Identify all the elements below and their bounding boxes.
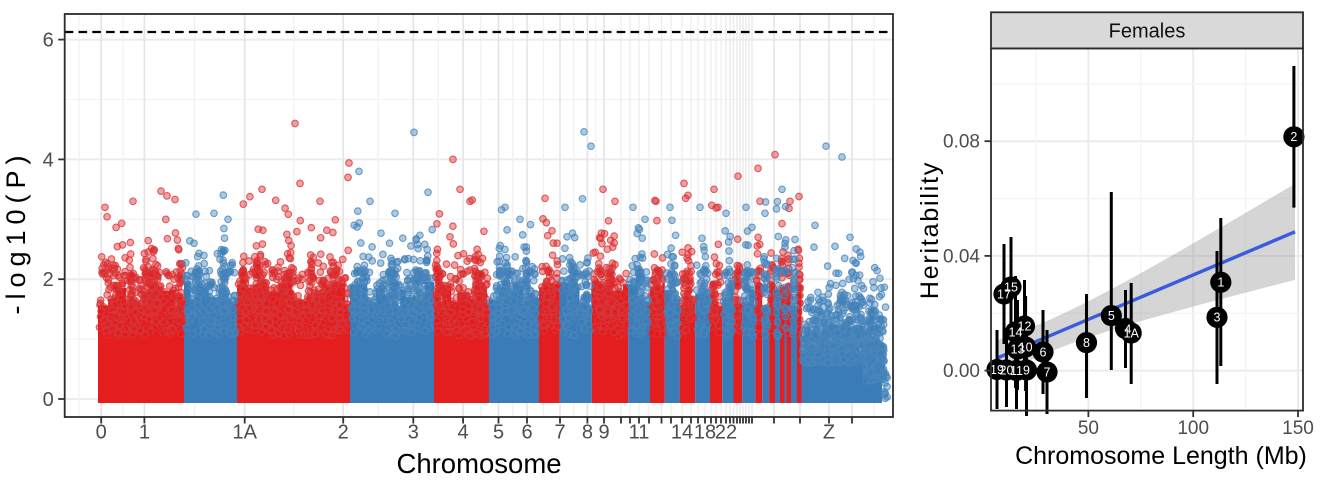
svg-text:0.04: 0.04: [943, 246, 980, 267]
svg-text:0: 0: [43, 389, 54, 411]
svg-text:4: 4: [458, 422, 469, 444]
svg-text:100: 100: [1177, 418, 1209, 439]
svg-text:5: 5: [493, 422, 504, 444]
svg-text:0.08: 0.08: [943, 132, 980, 153]
svg-text:-log10(P): -log10(P): [1, 149, 31, 314]
svg-text:5: 5: [1108, 309, 1115, 323]
svg-text:2: 2: [1290, 130, 1297, 144]
svg-text:Heritability: Heritability: [916, 161, 944, 299]
svg-text:2: 2: [338, 422, 349, 444]
svg-text:1: 1: [139, 422, 150, 444]
svg-text:Females: Females: [1109, 21, 1186, 43]
svg-text:Chromosome Length (Mb): Chromosome Length (Mb): [1015, 442, 1307, 470]
svg-text:6: 6: [1040, 345, 1047, 359]
svg-text:Chromosome: Chromosome: [396, 448, 561, 479]
svg-text:50: 50: [1078, 418, 1099, 439]
svg-text:8: 8: [582, 422, 593, 444]
svg-text:1A: 1A: [232, 422, 257, 444]
svg-text:7: 7: [1044, 365, 1051, 379]
svg-text:4: 4: [43, 149, 54, 171]
svg-text:0.00: 0.00: [943, 361, 980, 382]
svg-text:0: 0: [96, 422, 107, 444]
svg-text:8: 8: [1083, 336, 1090, 350]
svg-text:1A: 1A: [1124, 326, 1140, 340]
svg-text:3: 3: [1214, 311, 1221, 325]
svg-text:18: 18: [694, 422, 716, 444]
svg-text:2: 2: [43, 269, 54, 291]
svg-text:6: 6: [43, 30, 54, 52]
svg-text:12: 12: [1018, 319, 1032, 333]
svg-text:Z: Z: [823, 422, 835, 444]
svg-text:22: 22: [715, 422, 737, 444]
svg-text:10: 10: [1019, 340, 1033, 354]
svg-text:11: 11: [1010, 364, 1023, 378]
svg-text:15: 15: [1004, 280, 1018, 294]
svg-text:150: 150: [1282, 418, 1314, 439]
svg-text:7: 7: [554, 422, 565, 444]
svg-text:14: 14: [671, 422, 693, 444]
svg-text:6: 6: [521, 422, 532, 444]
svg-text:9: 9: [1023, 363, 1030, 377]
svg-text:11: 11: [629, 422, 650, 444]
svg-text:9: 9: [598, 422, 609, 444]
svg-text:1: 1: [1217, 276, 1224, 290]
svg-text:3: 3: [408, 422, 419, 444]
